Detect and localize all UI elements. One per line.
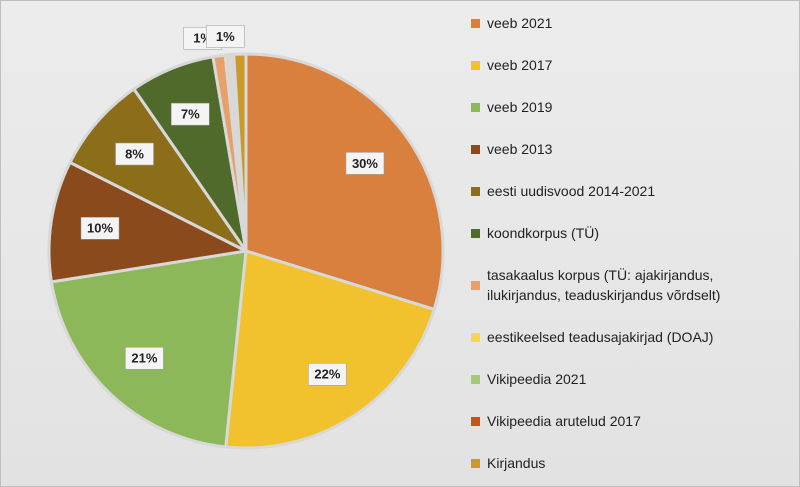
data-label: 21% — [131, 351, 157, 366]
data-label: 22% — [314, 367, 340, 382]
data-label: 7% — [181, 107, 200, 122]
legend-swatch — [471, 228, 480, 238]
pie-slice — [232, 52, 248, 252]
legend-item: Kirjandus — [471, 453, 791, 473]
legend-swatch — [471, 332, 480, 342]
legend-label: Vikipeedia 2021 — [487, 371, 587, 387]
legend-label: Vikipeedia arutelud 2017 — [487, 413, 641, 429]
legend-swatch — [471, 280, 480, 290]
data-label: 1% — [216, 29, 235, 44]
data-label-box — [115, 142, 154, 166]
legend-label: veeb 2013 — [487, 141, 553, 157]
legend-item: eestikeelsed teadusajakirjad (DOAJ) — [471, 327, 791, 347]
legend-swatch — [471, 458, 480, 468]
legend-swatch — [471, 416, 480, 426]
pie-slice — [224, 249, 437, 450]
data-label-box — [345, 152, 385, 175]
data-label: 10% — [87, 221, 113, 236]
legend-label: Kirjandus — [487, 455, 546, 471]
data-label-box — [308, 363, 347, 386]
legend-label: veeb 2021 — [487, 15, 553, 31]
data-label: 8% — [125, 146, 144, 161]
legend-label: tasakaalus korpus (TÜ: ajakirjandus, ilu… — [487, 267, 721, 303]
legend-item: tasakaalus korpus (TÜ: ajakirjandus, ilu… — [471, 265, 791, 305]
data-label-box — [171, 102, 210, 126]
data-label-box — [206, 25, 245, 48]
legend-item: veeb 2019 — [471, 97, 791, 117]
legend-item: koondkorpus (TÜ) — [471, 223, 791, 243]
legend-item: eesti uudisvood 2014-2021 — [471, 181, 791, 201]
legend-label: veeb 2017 — [487, 57, 553, 73]
legend-item: Vikipeedia arutelud 2017 — [471, 411, 791, 431]
legend-swatch — [471, 186, 480, 196]
data-label-box — [80, 217, 120, 240]
legend-label: koondkorpus (TÜ) — [487, 225, 600, 241]
legend-label: eestikeelsed teadusajakirjad (DOAJ) — [487, 329, 714, 345]
legend-item: veeb 2021 — [471, 13, 791, 33]
pie-slice — [68, 86, 248, 253]
legend-item: veeb 2013 — [471, 139, 791, 159]
legend-label: eesti uudisvood 2014-2021 — [487, 183, 656, 199]
legend-swatch — [471, 60, 480, 70]
legend-item: Vikipeedia 2021 — [471, 369, 791, 389]
legend-swatch — [471, 18, 480, 28]
pie-slice — [244, 52, 445, 312]
legend-label: veeb 2019 — [487, 99, 553, 115]
pie-slice — [47, 160, 251, 284]
data-label-box — [125, 347, 164, 370]
legend-item: veeb 2017 — [471, 55, 791, 75]
legend-swatch — [471, 144, 480, 154]
data-label: 30% — [352, 156, 378, 171]
legend-swatch — [471, 374, 480, 384]
legend-swatch — [471, 102, 480, 112]
